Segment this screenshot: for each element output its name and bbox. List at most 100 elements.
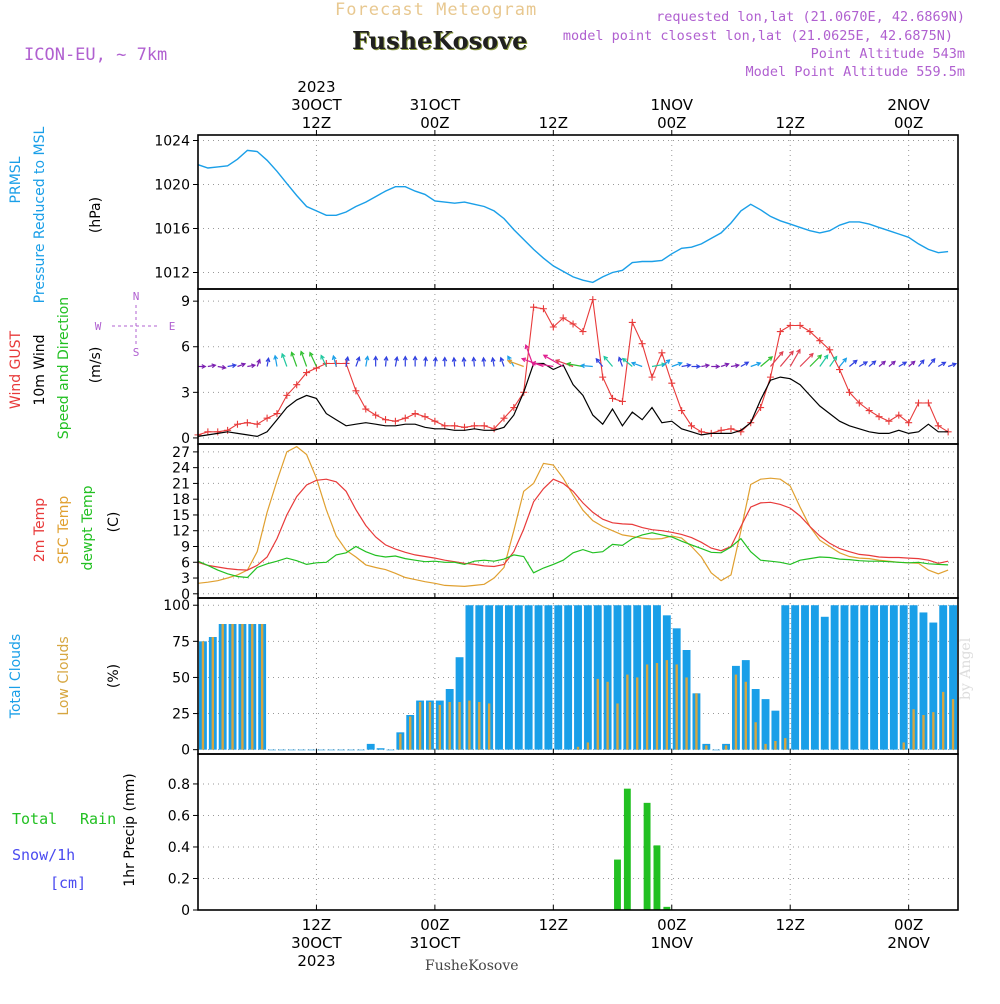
- panel-label-prmsl: PRMSL: [8, 156, 24, 203]
- wind-arrow: [345, 356, 349, 367]
- wind-arrow: [849, 359, 858, 367]
- gust-marker: [836, 366, 844, 374]
- wind-arrow: [661, 359, 671, 367]
- top-axis-label: 00Z: [420, 114, 449, 132]
- gust-marker: [905, 419, 913, 427]
- bottom-axis-label: 1NOV: [650, 934, 693, 952]
- wind-arrow-head: [744, 361, 750, 366]
- gust-marker: [915, 399, 923, 407]
- total-cloud-bar: [850, 605, 859, 750]
- compass-w: W: [95, 320, 102, 333]
- y-tick-label: 1024: [154, 134, 190, 150]
- wind10m-line: [197, 362, 949, 438]
- total-cloud-bar: [949, 605, 957, 750]
- total-cloud-bar: [307, 749, 316, 751]
- wind-arrow-head: [852, 359, 858, 365]
- wind-arrow-head: [617, 356, 623, 362]
- top-axis-label: 12Z: [776, 114, 805, 132]
- panel-unit-mm: 1hr Precip (mm): [122, 773, 138, 886]
- panel-label-low-clouds: Low Clouds: [56, 636, 72, 715]
- gust-marker: [382, 416, 390, 424]
- total-cloud-bar: [277, 749, 286, 751]
- gust-marker: [678, 407, 686, 415]
- wind-arrow: [789, 349, 801, 367]
- wind-arrow-head: [383, 355, 389, 361]
- gust-marker: [826, 346, 834, 354]
- wind-arrow: [918, 359, 925, 367]
- panel-frame: [197, 288, 959, 445]
- footer-location: FusheKosove: [425, 958, 519, 974]
- gust-marker: [372, 411, 380, 419]
- total-cloud-bar: [909, 605, 918, 750]
- top-axis-label: 12Z: [539, 114, 568, 132]
- wind-arrow-head: [240, 362, 247, 368]
- low-cloud-bar: [922, 715, 925, 750]
- low-cloud-bar: [675, 664, 678, 750]
- gust-marker: [431, 417, 439, 425]
- gust-marker: [263, 414, 271, 422]
- gust-marker: [303, 369, 311, 377]
- wind-arrow-head: [442, 356, 448, 362]
- wind-arrow-head: [823, 354, 829, 360]
- gust-marker: [224, 426, 232, 434]
- panel-label-speed-dir: Speed and Direction: [56, 297, 72, 439]
- bottom-axis-label: 00Z: [657, 916, 686, 934]
- low-cloud-bar: [260, 624, 264, 750]
- wind-arrow: [482, 357, 485, 367]
- y-tick-label: 27: [172, 445, 190, 461]
- rain-bar: [623, 788, 631, 910]
- pressure-line: [197, 149, 949, 284]
- wind-arrow: [622, 358, 633, 367]
- wind-arrow: [947, 363, 957, 368]
- gust-marker: [865, 407, 873, 415]
- panel-label-msl: Pressure Reduced to MSL: [32, 126, 48, 303]
- low-cloud-bar: [784, 738, 787, 750]
- gust-marker: [688, 422, 696, 430]
- wind-arrow-head: [542, 354, 548, 360]
- y-tick-label: 3: [181, 571, 190, 587]
- low-cloud-bar: [448, 702, 451, 750]
- top-axis-label: 00Z: [894, 114, 923, 132]
- y-tick-label: 0: [181, 743, 190, 759]
- requested-coords: requested lon,lat (21.0670E, 42.6869N): [656, 9, 965, 25]
- gust-marker: [697, 428, 705, 436]
- total-cloud-bar: [889, 605, 898, 750]
- wind-arrow-head: [630, 361, 636, 367]
- compass-n: N: [133, 290, 140, 303]
- gust-marker: [786, 321, 794, 329]
- wind-arrow-head: [919, 359, 925, 365]
- dewpt-line: [197, 532, 949, 579]
- low-cloud-bar: [468, 700, 471, 750]
- y-tick-label: 6: [181, 340, 190, 356]
- gust-marker: [845, 388, 853, 396]
- wind-arrow-head: [832, 355, 838, 361]
- total-cloud-bar: [801, 605, 809, 750]
- wind-arrow: [532, 362, 554, 368]
- wind-arrow: [384, 356, 387, 367]
- gust-marker: [757, 404, 765, 412]
- total-cloud-bar: [820, 616, 829, 750]
- wind-arrow: [595, 358, 604, 367]
- y-tick-label: 100: [163, 598, 190, 614]
- watermark: by Angel: [958, 637, 974, 700]
- y-tick-label: 1016: [154, 222, 190, 238]
- bottom-axis-label: 12Z: [539, 916, 568, 934]
- wind-arrow-head: [402, 355, 408, 361]
- gust-marker: [253, 420, 261, 428]
- low-cloud-bar: [764, 743, 767, 750]
- product-title: Forecast Meteogram: [335, 0, 538, 20]
- low-cloud-bar: [744, 681, 747, 750]
- wind-arrow-head: [290, 351, 295, 357]
- wind-arrow-head: [686, 363, 692, 368]
- total-cloud-bar: [574, 605, 582, 750]
- low-cloud-bar: [438, 704, 441, 750]
- total-cloud-bar: [554, 605, 563, 750]
- wind-arrow-head: [451, 356, 457, 362]
- wind-arrow: [507, 360, 524, 368]
- wind-arrow-head: [565, 361, 572, 367]
- low-cloud-bar: [211, 637, 214, 750]
- wind-arrow-head: [817, 354, 823, 360]
- low-cloud-bar: [685, 677, 688, 750]
- wind-arrow-head: [677, 361, 683, 367]
- gust-marker: [233, 420, 241, 428]
